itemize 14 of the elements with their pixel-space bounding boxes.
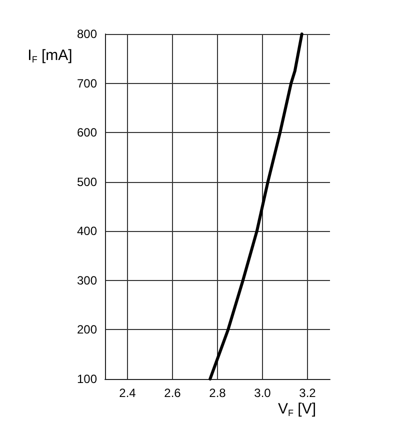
x-tick-label: 3.0 [254, 386, 272, 400]
x-tick-label: 2.8 [209, 386, 226, 400]
y-tick-label: 400 [76, 224, 98, 238]
y-tick-label: 200 [76, 322, 98, 337]
line-series [208, 32, 304, 380]
x-tick-label: 3.2 [299, 386, 316, 400]
x-tick-label: 2.6 [164, 386, 182, 400]
y-tick-label: 300 [76, 273, 98, 288]
y-tick-label: 500 [76, 174, 98, 189]
y-tick-label: 600 [76, 126, 98, 140]
y-tick-label: 800 [76, 27, 98, 41]
x-tick-label: 2.4 [119, 386, 136, 400]
y-tick-label: 100 [76, 372, 98, 386]
y-tick-label: 700 [76, 76, 98, 90]
